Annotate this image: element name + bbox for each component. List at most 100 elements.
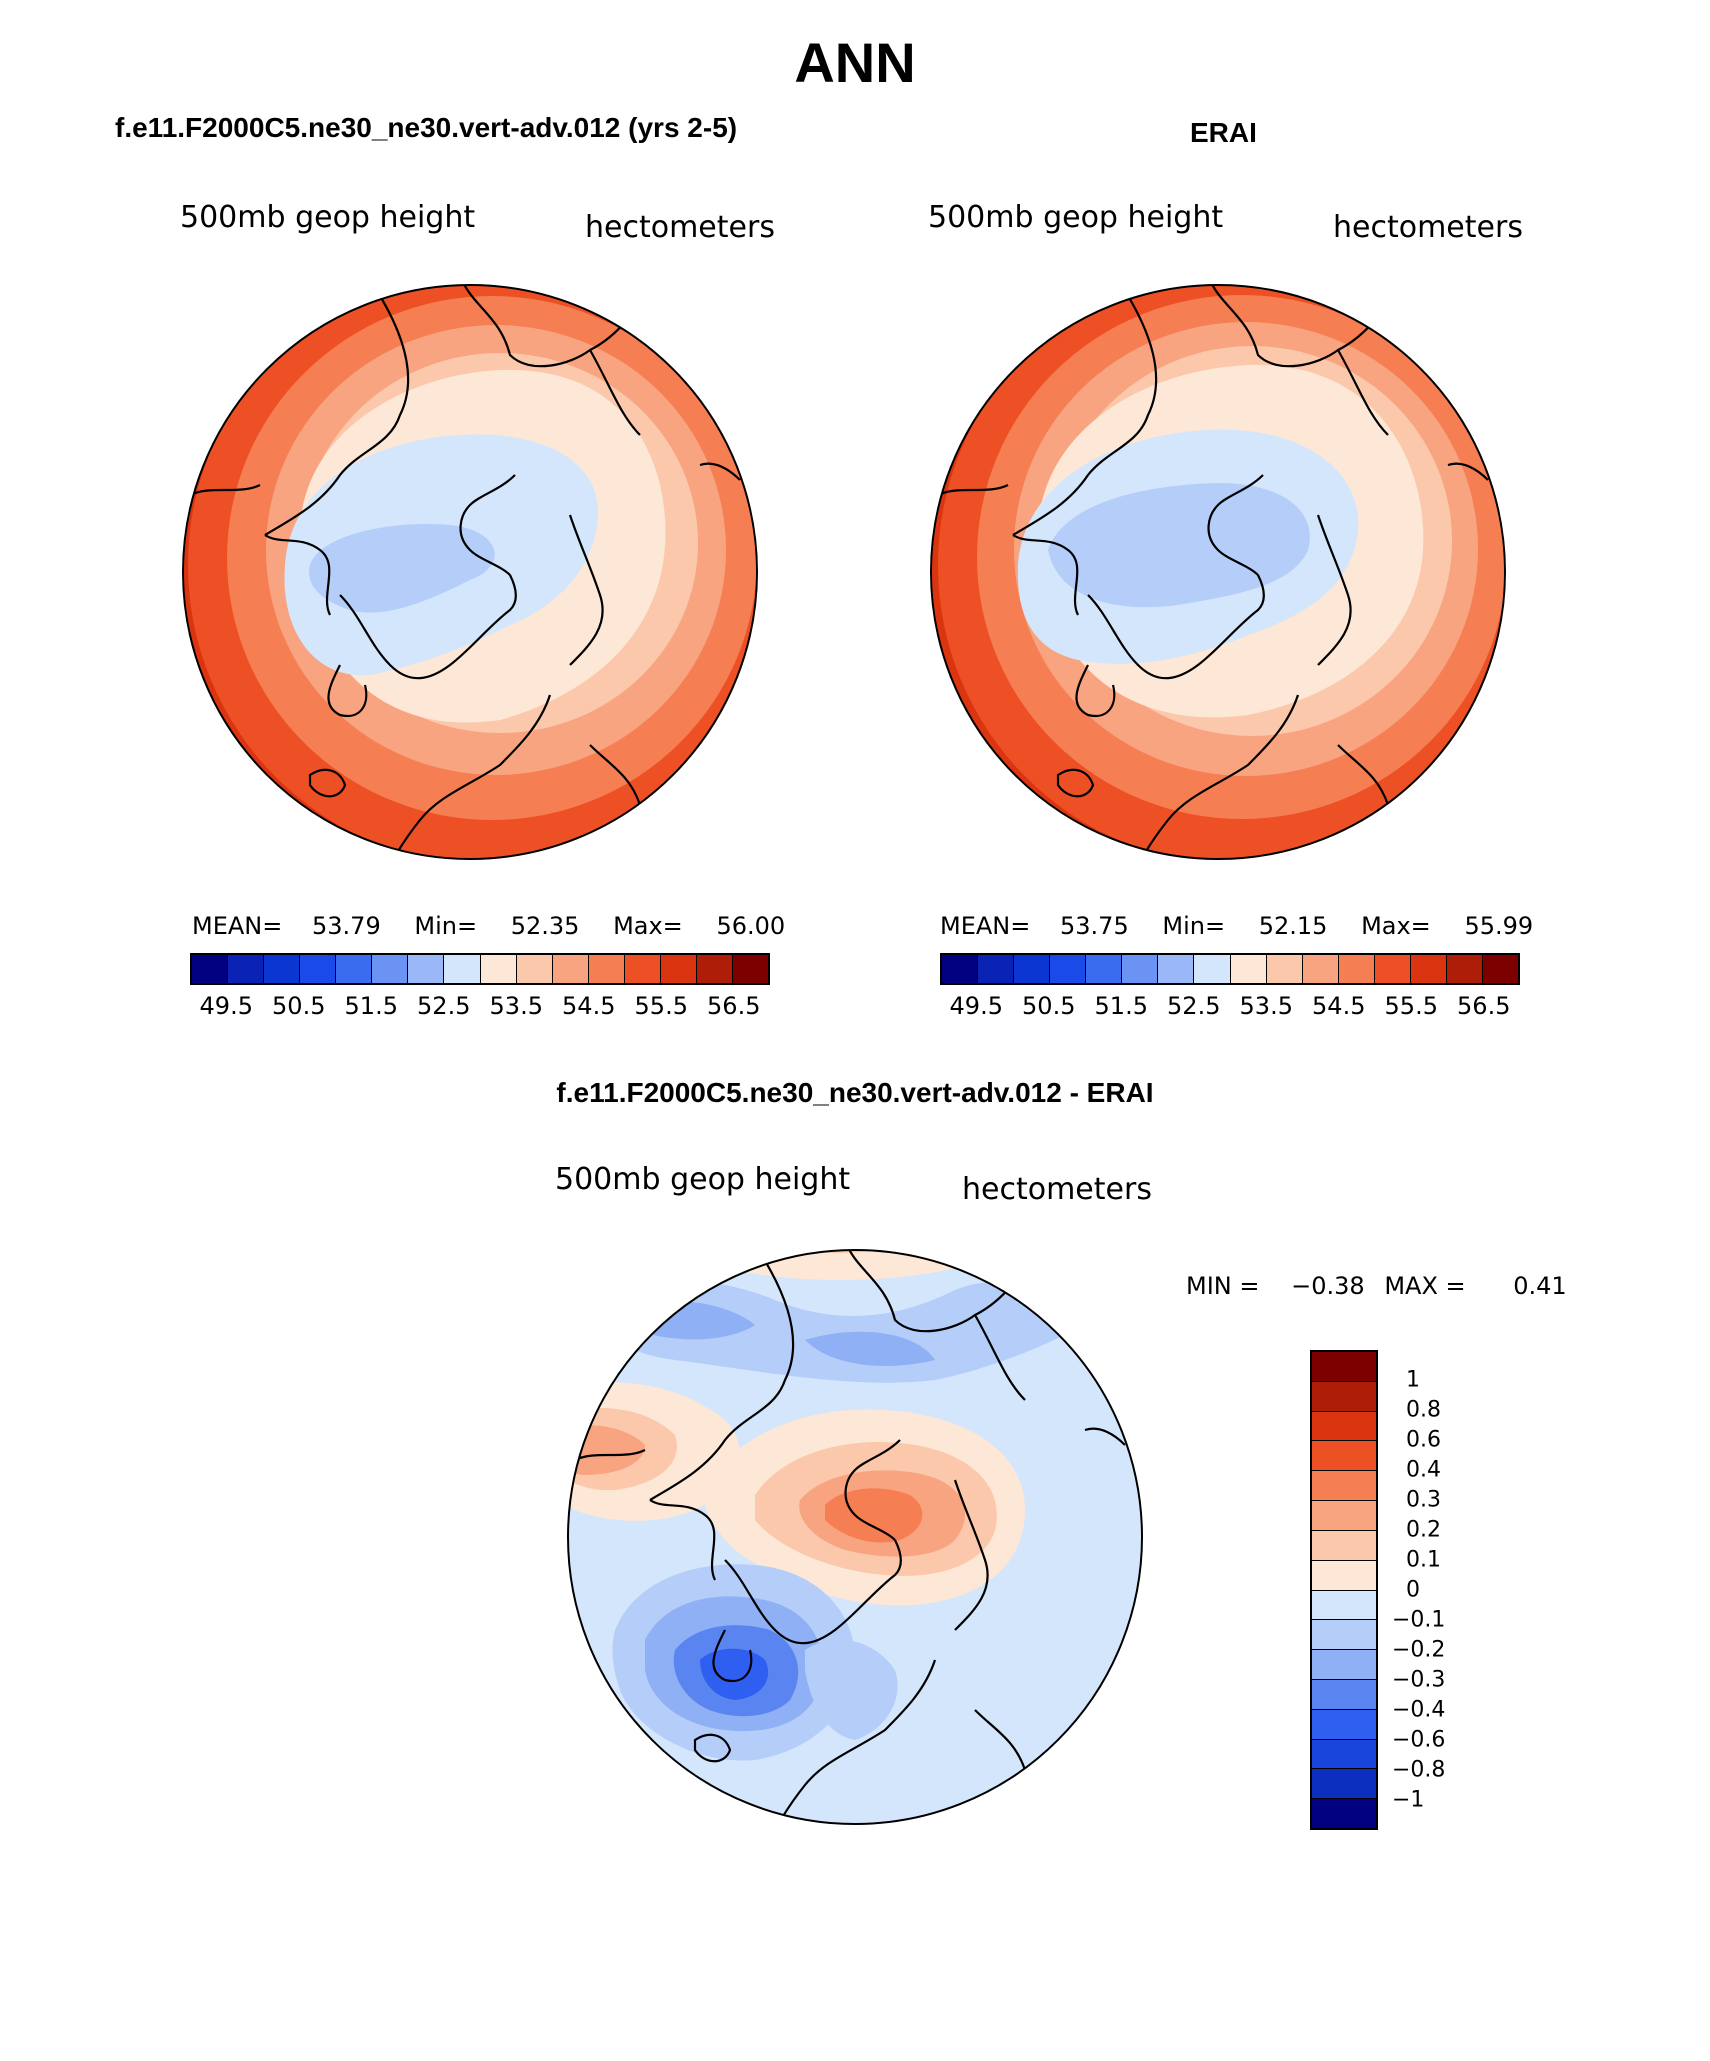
model-colorbar-tick-label: 53.5	[489, 992, 543, 1020]
diff-colorbar-swatch	[1312, 1590, 1376, 1621]
model-colorbar-swatch	[732, 955, 768, 983]
model-colorbar-tick-label: 55.5	[634, 992, 688, 1020]
obs-colorbar-tick-label: 52.5	[1167, 992, 1221, 1020]
obs-colorbar-swatch	[1194, 955, 1231, 983]
model-colorbar-tick-label: 54.5	[562, 992, 616, 1020]
model-band-52_5	[309, 524, 495, 613]
obs-colorbar-swatch	[1446, 955, 1483, 983]
model-colorbar-swatch	[336, 955, 373, 983]
model-colorbar-swatch	[660, 955, 697, 983]
diff-colorbar-swatch	[1312, 1441, 1376, 1472]
obs-colorbar-swatch	[1086, 955, 1123, 983]
obs-colorbar-swatch	[1050, 955, 1087, 983]
diff-colorbar	[1310, 1350, 1378, 1830]
diff-colorbar-swatch	[1312, 1471, 1376, 1502]
model-colorbar-swatch	[480, 955, 517, 983]
diff-colorbar-tick-label: 0	[1406, 1577, 1420, 1603]
diff-colorbar-swatch	[1312, 1739, 1376, 1770]
obs-colorbar-swatch	[1302, 955, 1339, 983]
diff-neg-band-upper-core2	[805, 1331, 935, 1366]
diff-colorbar-swatch	[1312, 1352, 1376, 1382]
diff-colorbar-tick-label: −0.4	[1392, 1697, 1446, 1723]
model-max-value: 56.00	[716, 912, 786, 940]
diff-max-value: 0.41	[1513, 1272, 1567, 1300]
diff-colorbar-tick-label: −0.3	[1392, 1667, 1446, 1693]
diff-min-label: MIN =	[1186, 1272, 1260, 1300]
model-colorbar-tick-label: 51.5	[344, 992, 398, 1020]
model-colorbar-swatch	[444, 955, 481, 983]
model-colorbar-ticks: 49.5 50.5 51.5 52.5 53.5 54.5 55.5 56.5	[190, 992, 770, 1022]
obs-min-value: 52.15	[1258, 912, 1328, 940]
model-colorbar-swatch	[372, 955, 409, 983]
diff-max-label: MAX =	[1384, 1272, 1466, 1300]
model-colorbar-swatch	[408, 955, 445, 983]
diff-units-label: hectometers	[962, 1172, 1152, 1207]
model-stats: MEAN= 53.79 Min= 52.35 Max= 56.00	[192, 912, 785, 940]
diff-colorbar-swatch	[1312, 1501, 1376, 1531]
model-colorbar-swatch	[228, 955, 265, 983]
obs-map	[930, 284, 1506, 860]
diff-colorbar-tick-label: −0.8	[1392, 1757, 1446, 1783]
diff-colorbar-tick-label: 1	[1406, 1367, 1420, 1393]
obs-colorbar-swatch	[1374, 955, 1411, 983]
diff-colorbar-swatch	[1312, 1709, 1376, 1740]
diff-colorbar-tick-label: 0.4	[1406, 1457, 1441, 1483]
model-units-label: hectometers	[585, 210, 775, 245]
model-colorbar-swatch	[696, 955, 733, 983]
model-mean-label: MEAN=	[192, 912, 283, 940]
obs-units-label: hectometers	[1333, 210, 1523, 245]
obs-colorbar-swatch	[1410, 955, 1447, 983]
obs-colorbar	[940, 953, 1520, 985]
diff-colorbar-ticks: 1 0.8 0.6 0.4 0.3 0.2 0.1 0 −0.1 −0.2 −0.3 −0.4 −0.6…	[1392, 1350, 1472, 1830]
diff-colorbar-tick-label: −0.2	[1392, 1637, 1446, 1663]
model-colorbar-swatch	[552, 955, 589, 983]
diff-map	[567, 1249, 1143, 1825]
diff-colorbar-tick-label: −1	[1392, 1787, 1425, 1813]
obs-colorbar-tick-label: 49.5	[949, 992, 1003, 1020]
model-colorbar-swatch	[192, 955, 229, 983]
diff-colorbar-tick-label: 0.6	[1406, 1427, 1441, 1453]
model-colorbar-tick-label: 52.5	[417, 992, 471, 1020]
obs-colorbar-ticks: 49.5 50.5 51.5 52.5 53.5 54.5 55.5 56.5	[940, 992, 1520, 1022]
model-colorbar	[190, 953, 770, 985]
diff-colorbar-swatch	[1312, 1799, 1376, 1828]
diff-colorbar-swatch	[1312, 1650, 1376, 1680]
obs-panel-subtitle: ERAI	[1190, 117, 1257, 148]
obs-colorbar-tick-label: 51.5	[1094, 992, 1148, 1020]
model-colorbar-tick-label: 56.5	[707, 992, 761, 1020]
obs-colorbar-tick-label: 53.5	[1239, 992, 1293, 1020]
figure-title: ANN	[794, 31, 916, 94]
obs-colorbar-swatch	[978, 955, 1015, 983]
obs-colorbar-swatch	[1338, 955, 1375, 983]
obs-map-boundary	[930, 284, 1506, 860]
obs-colorbar-swatch	[1230, 955, 1267, 983]
diff-colorbar-tick-label: 0.2	[1406, 1517, 1441, 1543]
obs-colorbar-tick-label: 56.5	[1457, 992, 1511, 1020]
diff-colorbar-swatch	[1312, 1560, 1376, 1591]
diff-variable-label: 500mb geop height	[555, 1162, 851, 1197]
model-colorbar-swatch	[624, 955, 661, 983]
obs-colorbar-swatch	[1158, 955, 1195, 983]
model-variable-label: 500mb geop height	[180, 200, 476, 235]
diff-map-boundary	[567, 1249, 1143, 1825]
obs-stats: MEAN= 53.75 Min= 52.15 Max= 55.99	[940, 912, 1533, 940]
obs-colorbar-swatch	[1122, 955, 1159, 983]
obs-colorbar-swatch	[942, 955, 979, 983]
diff-panel-subtitle: f.e11.F2000C5.ne30_ne30.vert-adv.012 - E…	[556, 1077, 1154, 1108]
model-colorbar-swatch	[516, 955, 553, 983]
model-colorbar-tick-label: 49.5	[199, 992, 253, 1020]
model-colorbar-swatch	[300, 955, 337, 983]
diff-stats: MIN = −0.38 MAX = 0.41	[1186, 1272, 1567, 1300]
diff-colorbar-tick-label: 0.8	[1406, 1397, 1441, 1423]
obs-max-label: Max=	[1361, 912, 1431, 940]
diff-colorbar-swatch	[1312, 1381, 1376, 1412]
model-colorbar-tick-label: 50.5	[272, 992, 326, 1020]
obs-band-52_5	[1048, 483, 1310, 608]
diff-neg-southeast	[805, 1639, 898, 1740]
diff-colorbar-tick-label: 0.3	[1406, 1487, 1441, 1513]
obs-colorbar-swatch	[1014, 955, 1051, 983]
diff-colorbar-tick-label: −0.1	[1392, 1607, 1446, 1633]
model-min-value: 52.35	[510, 912, 580, 940]
obs-max-value: 55.99	[1464, 912, 1534, 940]
diff-colorbar-swatch	[1312, 1679, 1376, 1710]
